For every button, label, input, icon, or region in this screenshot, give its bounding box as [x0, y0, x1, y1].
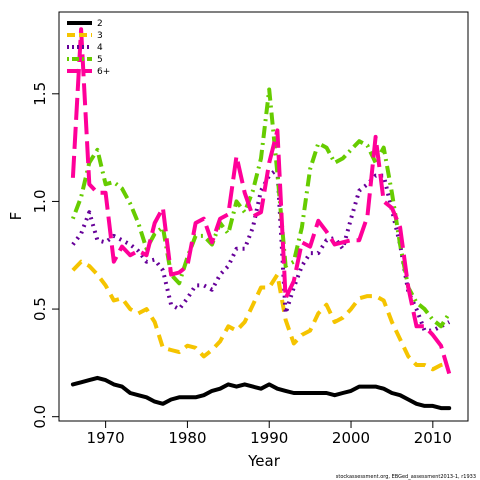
legend-label: 4	[97, 43, 103, 53]
y-tick-label: 0.0	[31, 405, 49, 429]
x-tick-label: 1990	[250, 429, 288, 447]
x-axis-title: Year	[247, 452, 281, 470]
legend-label: 3	[97, 31, 103, 41]
legend: 2 3 4 5 6+	[67, 19, 110, 77]
series-line-2	[73, 378, 449, 408]
x-tick-label: 1970	[87, 429, 125, 447]
series-line-3	[73, 262, 449, 370]
x-tick-label: 2000	[332, 429, 370, 447]
y-axis: 0.0 0.5 1.0 1.5	[31, 82, 59, 429]
x-tick-label: 1980	[168, 429, 206, 447]
series-layer	[73, 29, 449, 408]
x-axis: 1970 1980 1990 2000 2010	[87, 421, 452, 447]
x-tick-label: 2010	[414, 429, 452, 447]
y-axis-title: F	[7, 212, 25, 221]
plot-frame	[59, 12, 468, 421]
legend-label: 5	[97, 55, 103, 65]
legend-label: 6+	[97, 67, 110, 77]
legend-label: 2	[97, 19, 103, 29]
y-tick-label: 1.0	[31, 190, 49, 214]
credit-text: stockassessment.org, EBGed_assessment201…	[336, 474, 476, 480]
y-tick-label: 0.5	[31, 297, 49, 321]
y-tick-label: 1.5	[31, 82, 49, 106]
